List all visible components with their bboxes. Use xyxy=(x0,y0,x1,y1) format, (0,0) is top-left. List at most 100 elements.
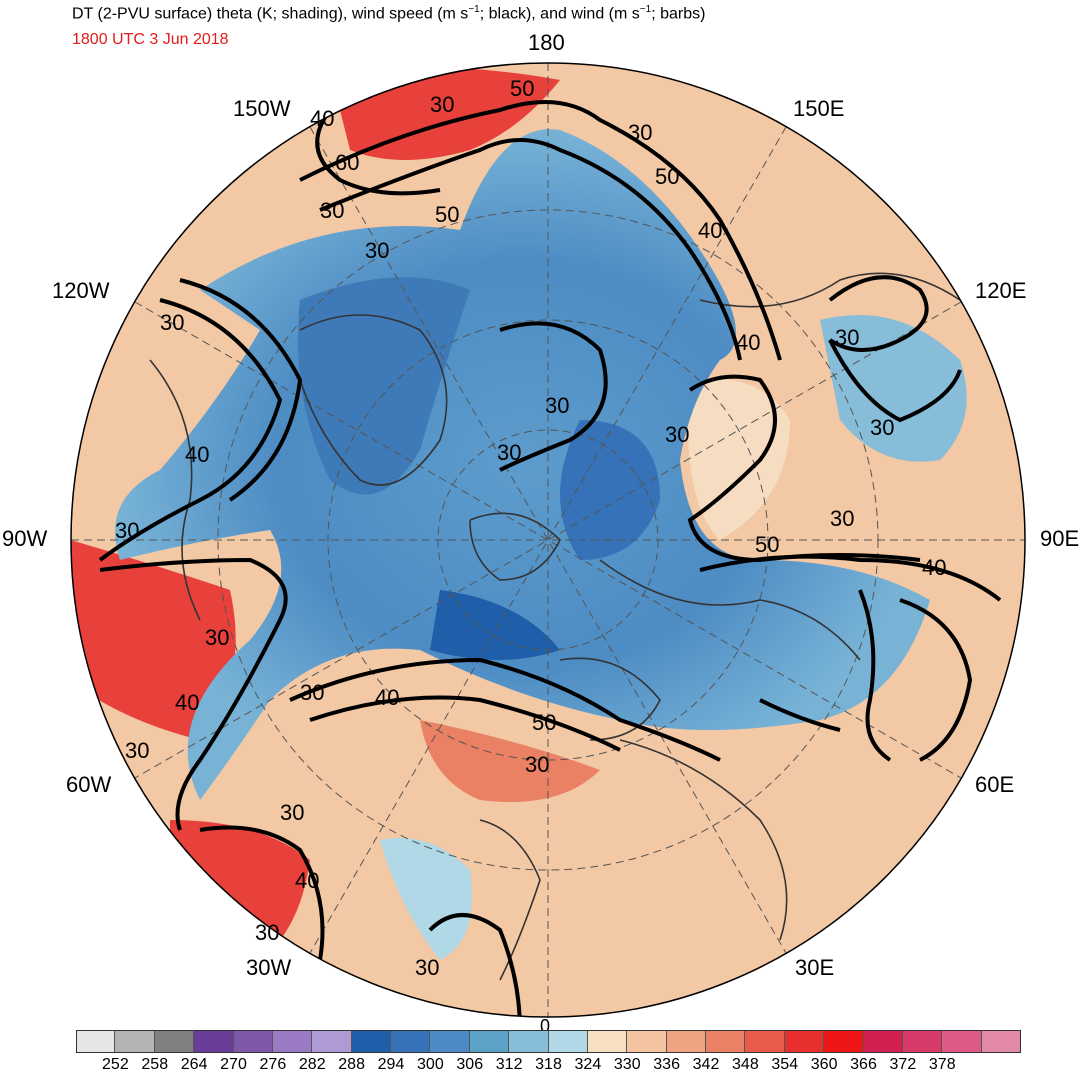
colorbar-swatch xyxy=(233,1030,273,1052)
colorbar-tick-label: 354 xyxy=(771,1056,799,1073)
lon-label-120w: 120W xyxy=(52,278,110,303)
colorbar-tick-label: 378 xyxy=(928,1056,956,1073)
lon-label-60e: 60E xyxy=(975,772,1015,797)
colorbar-tick-label: 366 xyxy=(850,1056,877,1073)
contour-label: 50 xyxy=(510,76,534,101)
contour-label: 30 xyxy=(280,800,304,825)
lon-label-120e: 120E xyxy=(975,278,1027,303)
lon-label-30e: 30E xyxy=(795,955,835,980)
colorbar-swatch xyxy=(272,1030,313,1052)
colorbar-swatch xyxy=(745,1030,785,1052)
contour-label: 30 xyxy=(525,752,549,777)
colorbar-swatch xyxy=(942,1030,982,1052)
colorbar-swatch xyxy=(509,1030,549,1052)
lon-label-90w: 90W xyxy=(2,526,48,551)
contour-label: 30 xyxy=(870,415,894,440)
colorbar-swatch xyxy=(430,1030,470,1052)
colorbar-tick-label: 294 xyxy=(377,1056,405,1073)
lon-label-150w: 150W xyxy=(233,96,291,121)
colorbar-tick-label: 372 xyxy=(889,1056,917,1073)
colorbar xyxy=(76,1030,1021,1054)
colorbar-swatch xyxy=(351,1030,391,1052)
coastlines xyxy=(149,272,961,981)
contour-label: 30 xyxy=(255,920,279,945)
contour-label: 60 xyxy=(335,150,359,175)
colorbar-tick-label: 276 xyxy=(259,1056,287,1073)
colorbar-tick-label: 318 xyxy=(535,1056,562,1073)
colorbar-swatch xyxy=(194,1030,234,1052)
colorbar-swatch xyxy=(76,1030,116,1052)
contour-label: 30 xyxy=(545,393,569,418)
lon-label-0: 0 xyxy=(540,1016,551,1036)
colorbar-swatch xyxy=(981,1030,1021,1052)
lon-label-90e: 90E xyxy=(1040,526,1080,551)
contour-label: 40 xyxy=(922,555,946,580)
contour-label: 30 xyxy=(300,680,324,705)
colorbar-swatch xyxy=(863,1030,903,1052)
lon-label-180: 180 xyxy=(528,30,565,55)
contour-label: 40 xyxy=(295,868,319,893)
contour-label: 50 xyxy=(655,164,679,189)
colorbar-swatch xyxy=(312,1030,352,1052)
contour-label: 30 xyxy=(365,238,389,263)
colorbar-swatch xyxy=(627,1030,667,1052)
colorbar-swatch xyxy=(706,1030,746,1052)
colorbar-tick-label: 288 xyxy=(338,1056,365,1073)
contour-label: 40 xyxy=(175,690,199,715)
colorbar-tick-label: 330 xyxy=(613,1056,641,1073)
colorbar-tick-label: 312 xyxy=(495,1056,523,1073)
colorbar-swatch xyxy=(391,1030,431,1052)
colorbar-tick-label: 264 xyxy=(180,1056,208,1073)
lon-label-60w: 60W xyxy=(66,772,112,797)
colorbar-tick-label: 282 xyxy=(298,1056,326,1073)
colorbar-tick-label: 348 xyxy=(732,1056,759,1073)
cold-patch-canada xyxy=(298,277,470,495)
colorbar-tick-label: 258 xyxy=(141,1056,169,1073)
contour-label: 50 xyxy=(435,202,459,227)
contour-label: 40 xyxy=(185,442,209,467)
contour-label: 30 xyxy=(115,518,139,543)
colorbar-swatch xyxy=(469,1030,510,1052)
colorbar-swatch xyxy=(548,1030,588,1052)
colorbar-tick-label: 270 xyxy=(220,1056,247,1073)
contour-label: 30 xyxy=(415,955,439,980)
contour-label: 30 xyxy=(835,325,859,350)
colorbar-swatch xyxy=(902,1030,943,1052)
contour-label: 50 xyxy=(532,710,556,735)
colorbar-tick-label: 324 xyxy=(574,1056,602,1073)
graticule xyxy=(71,63,1025,1017)
contour-label: 30 xyxy=(628,120,652,145)
warm-patch-atlantic-west xyxy=(71,540,236,740)
contour-label: 40 xyxy=(310,106,334,131)
colorbar-tick-label: 252 xyxy=(102,1056,129,1073)
contour-label: 30 xyxy=(830,506,854,531)
lon-label-30w: 30W xyxy=(246,955,292,980)
valid-time: 1800 UTC 3 Jun 2018 xyxy=(72,31,229,48)
contour-label: 30 xyxy=(205,625,229,650)
contour-label: 50 xyxy=(755,532,779,557)
cold-patch-greenland xyxy=(430,590,560,660)
contour-label: 30 xyxy=(497,440,521,465)
wind-speed-contours xyxy=(98,100,1002,1017)
colorbar-tick-label: 336 xyxy=(653,1056,680,1073)
cool-patch-atlantic xyxy=(380,838,472,960)
map-title: DT (2-PVU surface) theta (K; shading), w… xyxy=(72,4,706,23)
cold-patch-pole xyxy=(560,420,660,560)
contour-label: 30 xyxy=(320,198,344,223)
contour-label: 40 xyxy=(736,330,760,355)
colorbar-swatch xyxy=(824,1030,864,1052)
colorbar-tick-label: 300 xyxy=(417,1056,444,1073)
contour-label: 30 xyxy=(125,738,149,763)
warm-patch-atlantic-south xyxy=(170,820,310,960)
warm-patch-europe xyxy=(420,720,600,802)
colorbar-tick-label: 306 xyxy=(456,1056,484,1073)
colorbar-swatch xyxy=(587,1030,628,1052)
contour-label: 30 xyxy=(665,422,689,447)
contour-label: 30 xyxy=(430,92,454,117)
colorbar-swatch xyxy=(784,1030,825,1052)
colorbar-swatch xyxy=(115,1030,155,1052)
lon-label-150e: 150E xyxy=(793,96,845,121)
contour-label: 40 xyxy=(698,218,722,243)
